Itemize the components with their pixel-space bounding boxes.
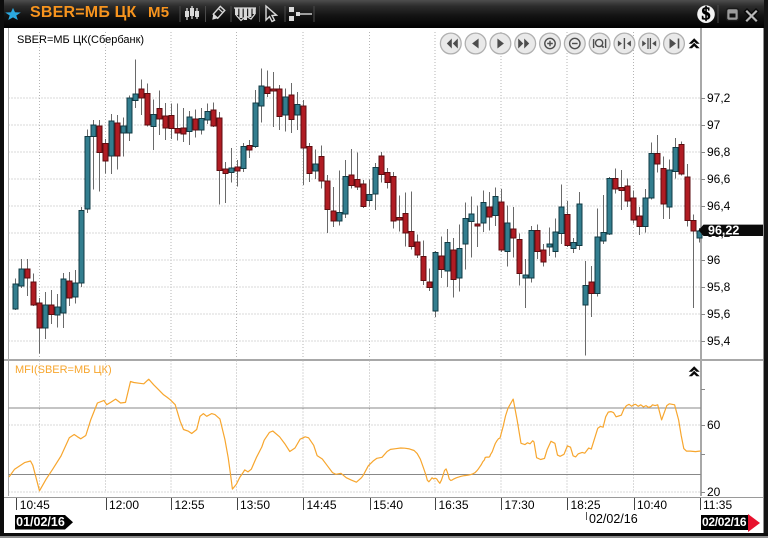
svg-text:$: $: [702, 4, 711, 24]
svg-text:96,22: 96,22: [708, 223, 739, 237]
